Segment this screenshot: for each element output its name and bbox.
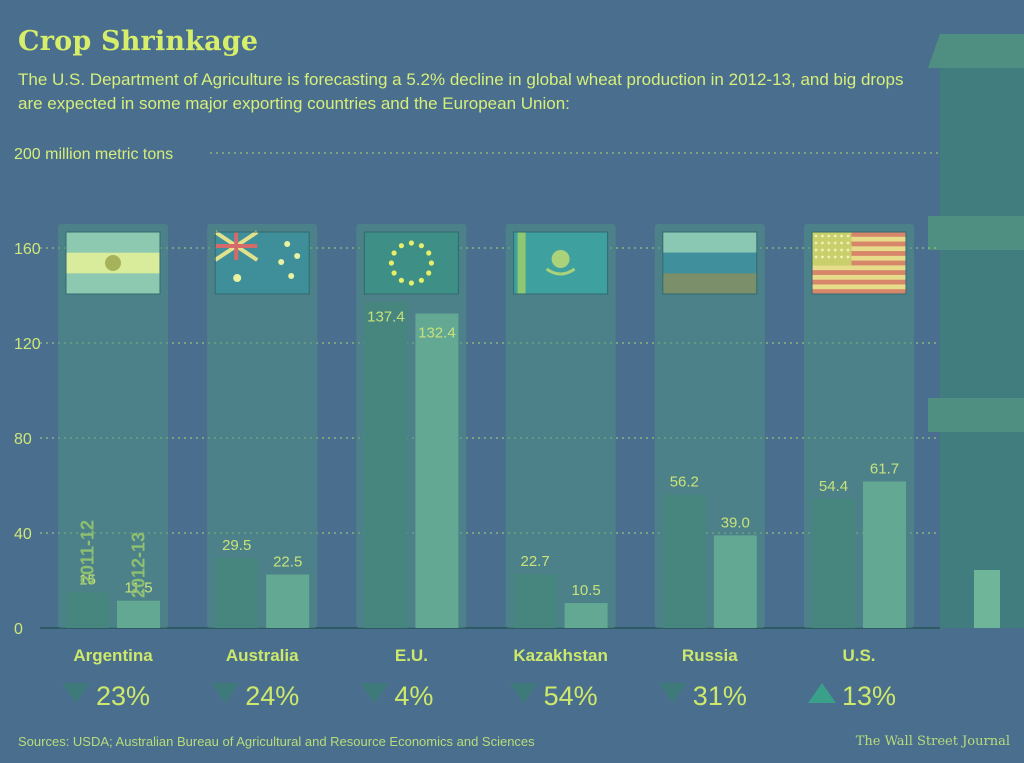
data-label: 22.5: [273, 554, 302, 571]
eu-flag-icon: [363, 231, 459, 295]
data-label: 56.2: [670, 474, 699, 491]
data-label: 29.5: [222, 537, 251, 554]
down-arrow-icon: [658, 683, 687, 703]
silo-body: [940, 60, 1024, 628]
bar-2011-12: [66, 592, 109, 628]
australia-flag-icon: [214, 230, 310, 295]
column-panel: [207, 224, 318, 628]
kazakhstan-flag-icon: [513, 231, 609, 295]
argentina-flag-icon: [65, 231, 161, 295]
country-label: E.U.: [395, 646, 428, 665]
bar-2011-12: [812, 498, 855, 628]
change-percent: 54%: [544, 681, 598, 711]
bar-2012-13: [266, 574, 310, 628]
y-tick-label: 80: [14, 431, 32, 448]
data-label: 39.0: [721, 514, 750, 531]
up-arrow-icon: [808, 683, 836, 703]
silo-door: [974, 570, 1000, 628]
russia-flag-icon: [662, 231, 758, 295]
change-percent: 24%: [245, 681, 299, 711]
change-percent: 23%: [96, 681, 150, 711]
country-label: Kazakhstan: [513, 646, 607, 665]
data-label: 132.4: [418, 325, 456, 342]
country-label: Australia: [226, 646, 299, 665]
y-tick-label: 40: [14, 526, 32, 543]
change-percent: 13%: [842, 681, 896, 711]
data-label: 11.5: [124, 580, 152, 597]
bar-2011-12: [513, 574, 557, 628]
silo-decoration: [928, 34, 1024, 628]
y-tick-label: 120: [14, 336, 41, 353]
source-note: Sources: USDA; Australian Bureau of Agri…: [18, 734, 535, 749]
data-label: 15: [79, 571, 96, 588]
down-arrow-icon: [360, 683, 389, 703]
legend-label-2011-12: 2011-12: [78, 520, 98, 585]
down-arrow-icon: [509, 683, 538, 703]
down-arrow-icon: [62, 683, 90, 703]
change-percent: 4%: [394, 681, 433, 711]
chart-title: Crop Shrinkage: [18, 26, 259, 57]
bar-2011-12: [662, 494, 706, 628]
bar-2012-13: [713, 535, 757, 628]
data-label: 61.7: [870, 460, 899, 477]
change-percent: 31%: [693, 681, 747, 711]
country-label: Russia: [682, 646, 738, 665]
chart-subtitle: The U.S. Department of Agriculture is fo…: [18, 70, 904, 113]
silo-roof: [928, 34, 1024, 68]
us-flag-icon: [811, 231, 907, 295]
bar-2012-13: [117, 600, 160, 628]
data-label: 10.5: [571, 582, 600, 599]
column-panel: [505, 224, 616, 628]
data-label: 22.7: [520, 553, 549, 570]
bar-2012-13: [564, 603, 608, 628]
column-panel: [58, 224, 168, 628]
unit-label: 200 million metric tons: [14, 146, 173, 163]
down-arrow-icon: [211, 683, 240, 703]
country-label: Argentina: [73, 646, 153, 665]
data-label: 54.4: [819, 478, 848, 495]
data-label: 137.4: [367, 309, 405, 326]
silo-band: [928, 398, 1024, 432]
bar-2011-12: [215, 557, 259, 628]
country-label: U.S.: [842, 646, 875, 665]
publication-credit: The Wall Street Journal: [855, 734, 1010, 749]
bar-2012-13: [415, 313, 459, 628]
bar-2012-13: [863, 481, 906, 628]
silo-band: [928, 216, 1024, 250]
y-tick-label: 160: [14, 241, 41, 258]
y-tick-label: 0: [14, 621, 23, 638]
bar-2011-12: [364, 301, 408, 628]
legend-label-2012-13: 2012-13: [129, 532, 149, 598]
